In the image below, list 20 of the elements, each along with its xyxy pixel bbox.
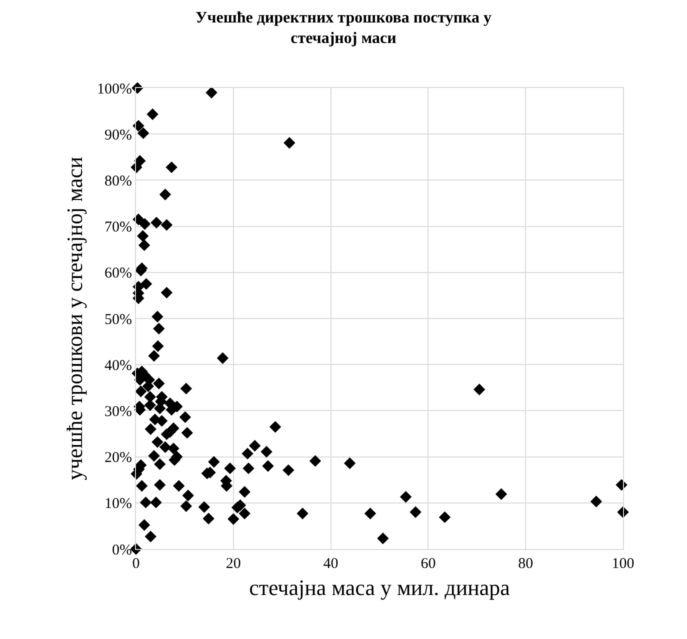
y-axis-title: учешће трошкови у стечајној маси (62, 156, 87, 480)
x-tick-label: 40 (323, 556, 338, 572)
x-tick-label: 100 (612, 556, 634, 572)
y-tick-label: 100% (97, 81, 132, 98)
y-tick-label: 10% (104, 496, 132, 512)
y-tick-label: 90% (104, 127, 132, 144)
y-tick-label: 80% (104, 173, 132, 190)
y-tick-label: 70% (104, 220, 132, 236)
x-axis-title: стечајна маса у мил. динара (249, 574, 510, 600)
y-tick-label: 20% (104, 450, 132, 466)
y-tick-label: 0% (112, 542, 132, 558)
y-tick-label: 30% (104, 404, 132, 420)
x-tick-label: 60 (420, 556, 436, 572)
y-tick-label: 40% (104, 358, 132, 374)
x-tick-label: 80 (518, 556, 534, 572)
chart-title: Учешће директних трошкова поступка у стечајној маси (195, 9, 492, 48)
y-tick-label: 50% (104, 312, 132, 328)
x-tick-label: 20 (226, 556, 241, 572)
x-tick-label: 0 (132, 556, 140, 572)
y-tick-label: 60% (104, 266, 132, 282)
